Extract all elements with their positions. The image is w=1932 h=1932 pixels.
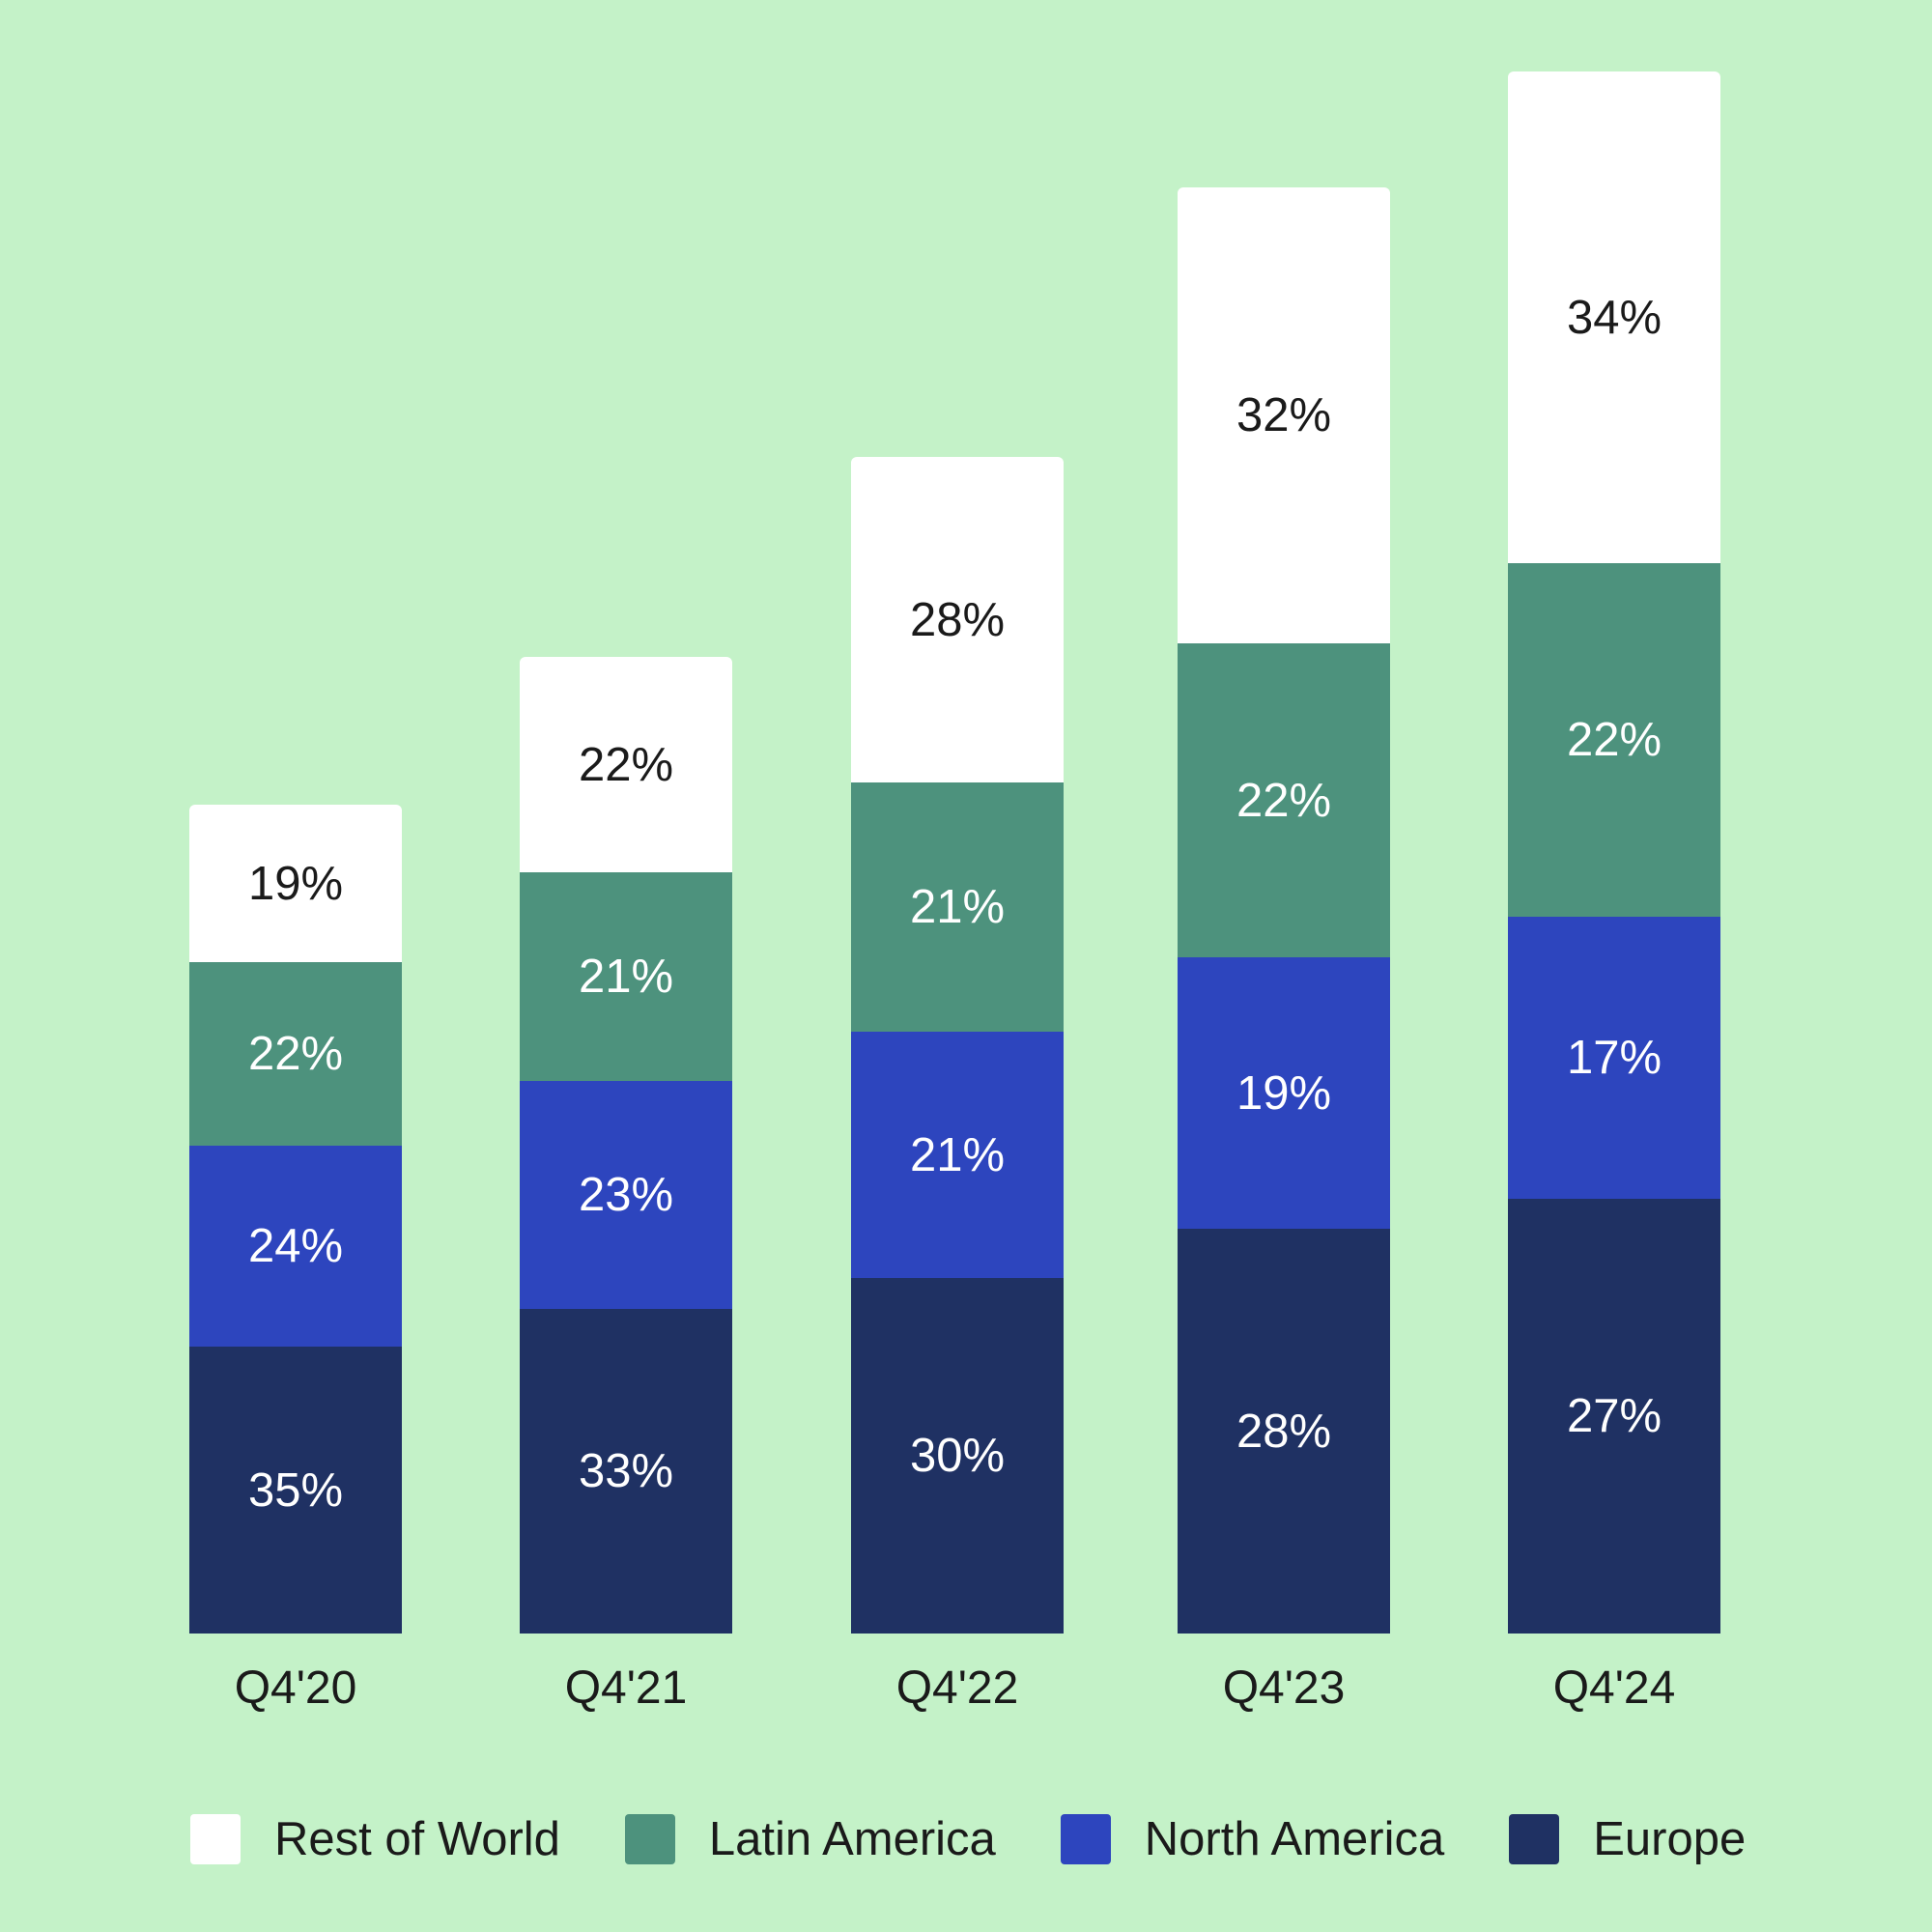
x-axis-label: Q4'20 (234, 1662, 357, 1714)
segment-rest-of-world: 19% (189, 805, 402, 962)
segment-north-america: 24% (189, 1146, 402, 1347)
bar-q4-22: 28% 21% 21% 30% (851, 457, 1064, 1634)
legend-item-latin-america: Latin America (624, 1812, 996, 1866)
segment-europe: 30% (851, 1278, 1064, 1634)
segment-north-america: 23% (520, 1081, 732, 1309)
bar-q4-21: 22% 21% 23% 33% (520, 657, 732, 1634)
segment-europe: 27% (1508, 1199, 1720, 1634)
legend-item-north-america: North America (1060, 1812, 1445, 1866)
swatch-rest-of-world-icon (190, 1814, 241, 1864)
segment-latin-america: 22% (1508, 563, 1720, 917)
legend-item-rest-of-world: Rest of World (190, 1812, 560, 1866)
bar-q4-24: 34% 22% 17% 27% (1508, 71, 1720, 1634)
segment-north-america: 19% (1178, 957, 1390, 1229)
swatch-europe-icon (1509, 1814, 1560, 1864)
segment-europe: 35% (189, 1347, 402, 1634)
segment-rest-of-world: 28% (851, 457, 1064, 782)
legend-label: Rest of World (274, 1813, 560, 1865)
segment-rest-of-world: 22% (520, 657, 732, 872)
legend-item-europe: Europe (1509, 1812, 1746, 1866)
x-axis-label: Q4'21 (564, 1662, 688, 1714)
legend-label: Europe (1593, 1813, 1747, 1865)
segment-latin-america: 22% (189, 962, 402, 1146)
x-axis-label: Q4'22 (895, 1662, 1019, 1714)
legend: Rest of World Latin America North Americ… (190, 1812, 1810, 1866)
segment-latin-america: 22% (1178, 643, 1390, 957)
segment-europe: 33% (520, 1309, 732, 1634)
legend-label: North America (1144, 1813, 1445, 1865)
legend-label: Latin America (708, 1813, 996, 1865)
x-axis-label: Q4'24 (1552, 1662, 1676, 1714)
segment-rest-of-world: 34% (1508, 71, 1720, 563)
bar-q4-23: 32% 22% 19% 28% (1178, 187, 1390, 1634)
segment-north-america: 21% (851, 1032, 1064, 1278)
swatch-north-america-icon (1060, 1814, 1111, 1864)
segment-latin-america: 21% (851, 782, 1064, 1032)
segment-latin-america: 21% (520, 872, 732, 1081)
x-axis-label: Q4'23 (1222, 1662, 1346, 1714)
bar-q4-20: 19% 22% 24% 35% (189, 805, 402, 1634)
segment-north-america: 17% (1508, 917, 1720, 1199)
segment-rest-of-world: 32% (1178, 187, 1390, 643)
segment-europe: 28% (1178, 1229, 1390, 1634)
swatch-latin-america-icon (624, 1814, 675, 1864)
